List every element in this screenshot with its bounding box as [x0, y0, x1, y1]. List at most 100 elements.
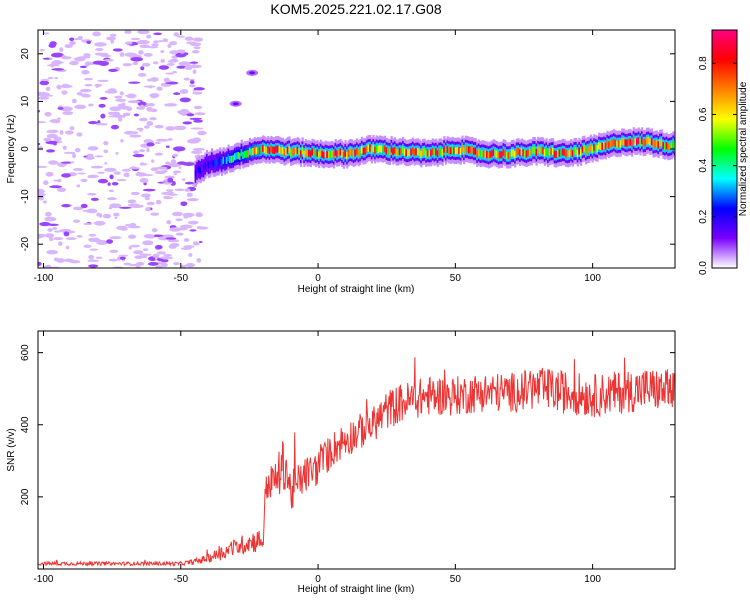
spectrogram-cell — [553, 150, 556, 158]
spectrogram-cell — [86, 40, 91, 44]
spectrogram-cell — [129, 134, 142, 138]
spectrogram-cell — [586, 146, 589, 154]
spectrogram-cell — [61, 173, 71, 178]
spectrogram-cell — [288, 145, 291, 154]
spectrogram-cell — [72, 153, 76, 159]
spectrogram-cell — [517, 147, 520, 155]
spectrogram-cell — [181, 112, 187, 116]
spectrogram-cell — [51, 68, 65, 71]
spectrogram-cell — [487, 151, 490, 159]
spectrogram-cell — [57, 117, 61, 120]
spectrogram-cell — [57, 178, 62, 183]
spectrogram-cell — [214, 159, 217, 168]
spectrogram-cell — [472, 147, 476, 155]
spectrogram-cell — [362, 147, 365, 155]
spectrogram-cell — [61, 90, 68, 95]
spectrogram-cell — [286, 146, 289, 154]
spectrogram-cell — [53, 237, 64, 241]
spectrogram-cell — [252, 148, 255, 156]
spectrogram-cell — [202, 164, 205, 172]
spectrogram-cell — [61, 55, 67, 60]
spectrogram-cell — [456, 147, 459, 155]
spectrogram-cell — [326, 150, 329, 158]
spectrogram-cell — [138, 117, 148, 122]
spectrogram-cell — [150, 77, 159, 82]
spectrogram-cell — [423, 148, 426, 156]
spectrogram-cell — [166, 62, 175, 66]
spectrogram-cell — [481, 149, 484, 157]
spectrogram-cell — [186, 113, 195, 117]
spectrogram-cell — [155, 199, 162, 205]
spectrogram-cell — [550, 147, 553, 155]
spectrogram-cell — [192, 148, 206, 151]
spectrogram-cell — [140, 204, 144, 208]
spectrogram-cell — [112, 48, 123, 52]
spectrogram-cell — [608, 141, 611, 149]
spectrogram-cell — [528, 148, 532, 156]
spectrogram-cell — [154, 141, 161, 145]
spectrogram-cell — [180, 108, 189, 113]
spectrogram-cell — [466, 145, 469, 153]
spectrogram-cell — [177, 49, 186, 53]
spectrogram-cell — [143, 85, 156, 88]
spectrogram-cell — [232, 102, 239, 106]
spectrogram-cell — [392, 147, 395, 156]
spectrogram-cell — [672, 140, 675, 149]
spectrogram-cell — [38, 121, 47, 124]
spectrogram-cell — [421, 148, 425, 156]
spectrogram-cell — [197, 130, 207, 136]
spectrogram-cell — [180, 264, 187, 268]
spectrogram-cell — [127, 203, 140, 207]
spectrogram-cell — [377, 145, 380, 154]
colorbar: 0.0 0.2 0.4 0.6 0.8 Normalized spectral ampl… — [698, 29, 749, 275]
spectrogram-cell — [334, 148, 337, 156]
spectrogram-cell — [72, 206, 84, 211]
spectrogram-cell — [108, 189, 114, 193]
spectrogram-cell — [80, 203, 88, 209]
spectrogram-cell — [588, 146, 591, 154]
spectrogram-cell — [461, 145, 464, 153]
spectrogram-cell — [83, 53, 91, 58]
spectrogram-cell — [306, 150, 309, 158]
spectrogram-cell — [458, 147, 461, 155]
spectrogram-cell — [147, 262, 159, 266]
spectrogram-cell — [474, 147, 477, 155]
spectrogram-cell — [446, 145, 449, 153]
spectrogram-cell — [146, 147, 150, 152]
spectrogram-cell — [107, 111, 115, 115]
spectrogram-ytick-label: 20 — [20, 48, 31, 60]
spectrogram-cell — [152, 61, 159, 65]
spectrogram-cell — [154, 170, 166, 175]
spectrogram-cell — [48, 160, 59, 165]
spectrogram-cell — [171, 211, 183, 217]
spectrogram-cell — [108, 115, 121, 118]
spectrogram-cell — [38, 110, 41, 113]
spectrogram-cell — [97, 79, 109, 82]
spectrogram-cell — [165, 237, 177, 240]
spectrogram-cell — [210, 157, 214, 165]
spectrogram-cell — [232, 155, 235, 163]
spectrogram-ylabel: Frequency (Hz) — [6, 115, 17, 184]
spectrogram-cell — [479, 150, 482, 158]
spectrogram-cell — [571, 150, 574, 158]
spectrogram-cell — [642, 139, 645, 147]
spectrogram-cell — [331, 150, 334, 158]
spectrogram-cell — [164, 175, 175, 179]
spectrogram-cell — [364, 147, 367, 155]
spectrogram-cell — [38, 96, 50, 100]
spectrogram-cell — [44, 94, 54, 97]
spectrogram-cell — [598, 142, 601, 150]
spectrogram-cell — [94, 83, 103, 87]
spectrogram-cell — [121, 102, 126, 107]
colorbar-tick-label: 0.8 — [698, 56, 709, 70]
spectrogram-cell — [155, 138, 169, 142]
spectrogram-xtick-label: 50 — [450, 273, 462, 284]
spectrogram-cell — [156, 86, 163, 91]
spectrogram-cell — [491, 150, 494, 158]
spectrogram-cell — [515, 148, 518, 156]
spectrogram-cell — [318, 151, 321, 159]
snr-ytick-label: 600 — [20, 344, 31, 361]
spectrogram-cell — [255, 147, 258, 155]
spectrogram-cell — [160, 49, 165, 53]
spectrogram-cell — [141, 62, 151, 67]
